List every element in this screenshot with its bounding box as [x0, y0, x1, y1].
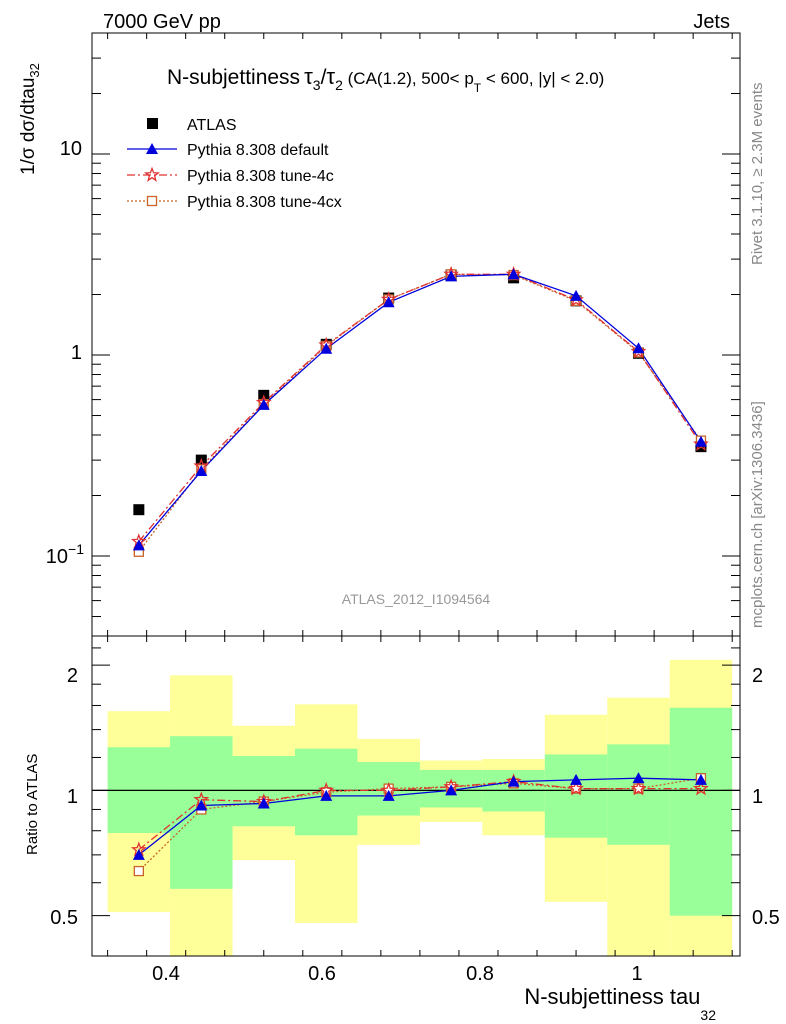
mcplots-side-text: mcplots.cern.ch [arXiv:1306.3436]: [749, 401, 766, 628]
ratio-ytick-0.5-left: 0.5: [50, 907, 78, 929]
marker-main-pythia-8-308-default: [195, 464, 208, 476]
ytick-10: 10: [60, 138, 82, 160]
title-tau3: τ: [304, 64, 313, 89]
ratio-ytick-1-left: 1: [67, 786, 78, 808]
xtick-1: 1: [631, 963, 642, 985]
series-line-ratio-pythia-8-308-tune-4c: [138, 780, 701, 851]
marker-main-pythia-8-308-default: [694, 435, 707, 447]
marker-main-pythia-8-308-default: [257, 398, 270, 410]
ytick-0.1-exp: −1: [68, 541, 84, 557]
marker-main-pythia-8-308-tune-4c: [568, 291, 584, 307]
marker-ratio-pythia-8-308-default: [694, 773, 707, 785]
series-line-ratio-pythia-8-308-default: [138, 777, 702, 856]
series-line-main-pythia-8-308-tune-4cx: [138, 273, 702, 553]
marker-ratio-pythia-8-308-tune-4c: [630, 780, 647, 796]
ytick-0.1: 10−1: [46, 541, 84, 568]
legend-default-marker: [146, 143, 158, 154]
green-band-2: [232, 755, 295, 827]
marker-main-pythia-8-308-default: [445, 270, 458, 282]
ratio-ytick-2-left: 2: [67, 665, 78, 687]
title-slash: /: [321, 66, 327, 89]
series-line-main-pythia-8-308-tune-4c: [138, 273, 702, 543]
series-line-main-pythia-8-308-default: [138, 273, 702, 546]
marker-ratio-pythia-8-308-tune-4cx: [133, 865, 144, 877]
marker-ratio-pythia-8-308-default: [257, 797, 270, 809]
title-tau2: τ: [326, 64, 335, 89]
marker-main-pythia-8-308-default: [132, 539, 145, 551]
watermark: ATLAS_2012_I1094564: [342, 591, 491, 607]
title-rest1: (CA(1.2), 500< p: [343, 69, 474, 88]
y-axis-label-sub: 32: [27, 63, 42, 77]
marker-main-pythia-8-308-default: [632, 342, 645, 354]
y-axis-label: 1/σ dσ/dtau32: [18, 63, 42, 175]
chart-title: N-subjettiness τ3/τ2 (CA(1.2), 500< pT < …: [167, 64, 604, 95]
marker-ratio-pythia-8-308-default: [382, 789, 395, 801]
ratio-ytick-0.5-right: 0.5: [752, 907, 780, 929]
ytick-0.1-base: 10: [46, 546, 68, 568]
title-main: N-subjettiness: [167, 66, 300, 89]
data-markers: [130, 265, 709, 877]
ratio-y-axis-label: Ratio to ATLAS: [24, 754, 41, 855]
x-tick-labels: 0.4 0.6 0.8 1: [152, 963, 642, 985]
plot-frames: [91, 32, 741, 957]
marker-ratio-pythia-8-308-tune-4c: [568, 780, 584, 796]
marker-ratio-pythia-8-308-default: [445, 784, 458, 796]
legend-tune4cx-label: Pythia 8.308 tune-4cx: [187, 194, 342, 211]
ratio-plot-frame: [91, 635, 741, 957]
title-rest2: < 600, |y| < 2.0): [481, 69, 604, 88]
header-right: Jets: [693, 11, 730, 33]
x-axis-label-sub: 32: [700, 1007, 716, 1023]
marker-ratio-pythia-8-308-default: [132, 848, 145, 860]
ratio-ytick-1-right: 1: [752, 786, 763, 808]
marker-main-pythia-8-308-tune-4c: [630, 343, 647, 359]
marker-main-pythia-8-308-default: [382, 296, 395, 308]
series-layer: [138, 273, 702, 872]
ratio-y-tick-labels-right: 2 1 0.5: [752, 665, 780, 929]
marker-main-pythia-8-308-default: [570, 289, 583, 301]
marker-ratio-pythia-8-308-default: [632, 772, 645, 784]
title-sub2: 2: [335, 77, 343, 93]
marker-ratio-pythia-8-308-default: [195, 799, 208, 811]
marker-ratio-pythia-8-308-tune-4c: [693, 780, 709, 796]
xtick-0.8: 0.8: [466, 963, 494, 985]
x-axis-label-main: N-subjettiness tau: [524, 984, 700, 1009]
ratio-ytick-2-right: 2: [752, 665, 763, 687]
legend-atlas-label: ATLAS: [187, 117, 237, 134]
marker-ratio-pythia-8-308-default: [570, 773, 583, 785]
legend-default-label: Pythia 8.308 default: [187, 142, 329, 159]
x-axis-label: N-subjettiness tau32: [524, 984, 716, 1023]
header-left: 7000 GeV pp: [103, 11, 221, 33]
legend-atlas-marker: [147, 118, 158, 129]
legend-tune4c-label: Pythia 8.308 tune-4c: [187, 168, 334, 185]
marker-ratio-pythia-8-308-default: [507, 775, 520, 787]
title-subT: T: [474, 81, 482, 95]
y-tick-labels-main: 10 1 10−1: [46, 138, 84, 568]
atlas-point: [133, 504, 145, 516]
green-band-9: [669, 707, 733, 916]
axis-ticks: [92, 32, 740, 957]
marker-ratio-pythia-8-308-default: [320, 789, 333, 801]
legend: ATLAS Pythia 8.308 default Pythia 8.308 …: [127, 117, 342, 211]
y-axis-label-main: 1/σ dσ/dtau: [18, 78, 39, 175]
ytick-1: 1: [71, 342, 82, 364]
ratio-y-tick-labels-left: 2 1 0.5: [50, 665, 78, 929]
ratio-uncertainty-bands: [107, 659, 733, 956]
legend-tune4c-marker: [144, 166, 160, 182]
green-band-7: [544, 754, 608, 838]
marker-main-pythia-8-308-tune-4c: [693, 435, 709, 452]
rivet-side-text: Rivet 3.1.10, ≥ 2.3M events: [749, 83, 766, 266]
title-sub3: 3: [313, 77, 321, 93]
marker-main-pythia-8-308-default: [320, 342, 333, 354]
xtick-0.6: 0.6: [308, 963, 336, 985]
green-band-8: [607, 744, 670, 845]
xtick-0.4: 0.4: [152, 963, 180, 985]
marker-main-pythia-8-308-default: [507, 268, 520, 280]
legend-tune4cx-marker: [146, 195, 158, 207]
